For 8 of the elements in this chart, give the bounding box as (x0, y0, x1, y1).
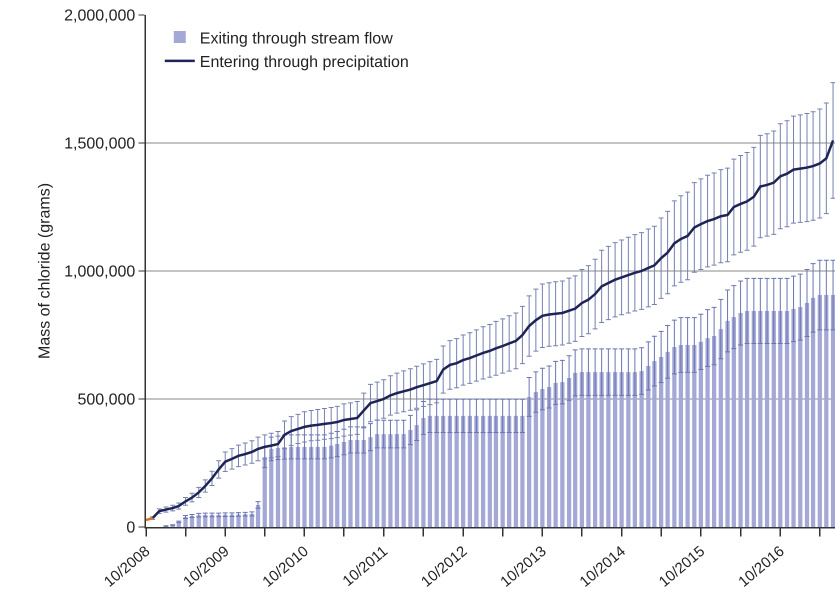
y-tick-label: 1,500,000 (64, 136, 136, 153)
y-tick-label: 500,000 (77, 392, 136, 409)
legend-label: Exiting through stream flow (200, 30, 394, 48)
y-tick-label: 1,000,000 (64, 264, 136, 281)
y-axis-title: Mass of chloride (grams) (36, 182, 54, 360)
y-tick-label: 2,000,000 (64, 8, 136, 25)
y-tick-label: 0 (126, 520, 136, 537)
legend-label: Entering through precipitation (200, 54, 409, 72)
